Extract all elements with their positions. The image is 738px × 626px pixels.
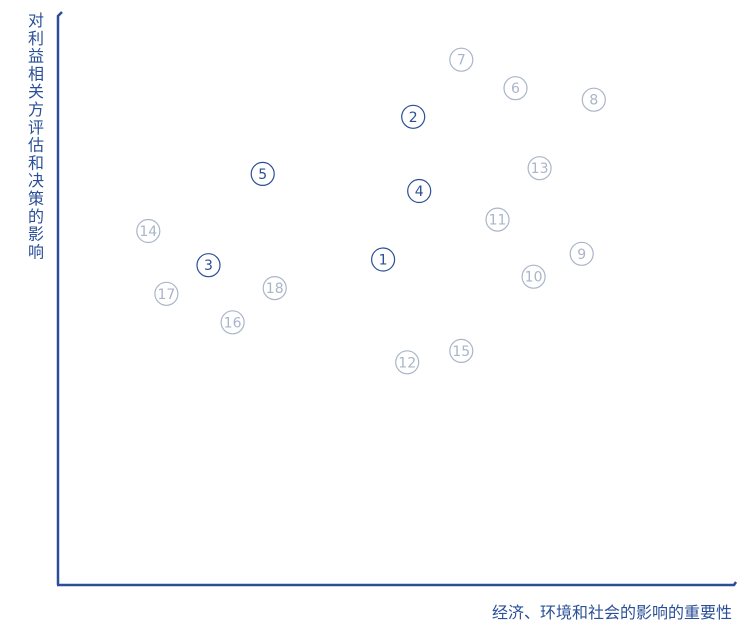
data-point-label: 4 [415,184,424,200]
data-point: 13 [527,156,552,181]
data-point: 9 [569,241,594,266]
data-point-marker [154,281,179,306]
data-point-marker [569,241,594,266]
data-point-label: 10 [525,270,543,286]
y-axis [56,11,63,585]
data-point-marker [220,310,245,335]
y-axis-label-char: 利 [28,29,44,48]
data-point-label: 6 [511,81,520,97]
chart-axes [56,11,738,587]
y-axis-label-char: 方 [28,100,44,119]
data-point: 17 [154,281,179,306]
data-point: 6 [503,76,528,101]
data-point-label: 7 [457,53,466,69]
data-point-marker [449,47,474,72]
data-point: 16 [220,310,245,335]
data-point-marker [136,218,161,244]
data-point: 3 [196,253,221,278]
data-point-label: 8 [589,93,598,109]
data-point-label: 11 [489,213,507,229]
data-point-marker [196,253,221,278]
data-point-label: 1 [379,253,388,269]
data-point-marker [395,350,420,375]
data-point-marker [581,87,606,112]
x-axis [57,581,738,587]
y-axis-label-char: 响 [28,242,44,261]
data-point-label: 17 [157,287,175,303]
y-axis-label-char: 影 [28,225,44,244]
data-point: 15 [449,338,474,363]
data-point-marker [521,264,546,289]
data-point: 1 [371,247,396,272]
data-point: 8 [581,87,606,112]
data-point-label: 15 [452,344,470,360]
data-point-marker [250,161,275,186]
data-point: 18 [262,276,287,301]
y-axis-label-char: 的 [28,207,44,226]
data-point-marker [371,247,396,272]
y-axis-label-char: 决 [28,171,44,190]
data-point-marker [262,276,287,301]
data-point-label: 18 [266,281,284,297]
data-point: 12 [395,350,420,375]
data-point-marker [527,156,552,181]
data-point-label: 13 [531,161,549,177]
data-point: 11 [485,207,510,232]
data-point-label: 3 [204,258,213,274]
data-point: 7 [449,47,474,72]
data-point-label: 9 [577,247,586,263]
y-axis-label-char: 估 [28,136,44,155]
y-axis-label-char: 关 [28,82,44,101]
data-point-label: 12 [398,355,416,371]
y-axis-label-char: 和 [28,153,44,172]
data-point: 5 [250,161,275,186]
data-point: 10 [521,264,546,289]
data-point-label: 14 [139,224,157,240]
data-point-marker [485,207,510,232]
data-point-marker [449,338,474,363]
data-point-marker [503,76,528,101]
y-axis-label-char: 策 [28,189,44,208]
data-point-label: 5 [258,167,267,183]
data-point: 2 [401,104,426,129]
data-point-label: 2 [409,110,418,126]
y-axis-label-char: 益 [28,47,44,66]
x-axis-label: 经济、环境和社会的影响的重要性 [492,603,732,622]
data-point-marker [401,104,426,129]
y-axis-label-char: 对 [28,11,44,30]
data-point-label: 16 [224,315,242,331]
y-axis-label-char: 相 [28,64,44,83]
data-point-marker [407,178,432,204]
data-point: 4 [407,178,432,204]
data-point: 14 [136,218,161,244]
y-axis-label-char: 评 [28,118,44,137]
